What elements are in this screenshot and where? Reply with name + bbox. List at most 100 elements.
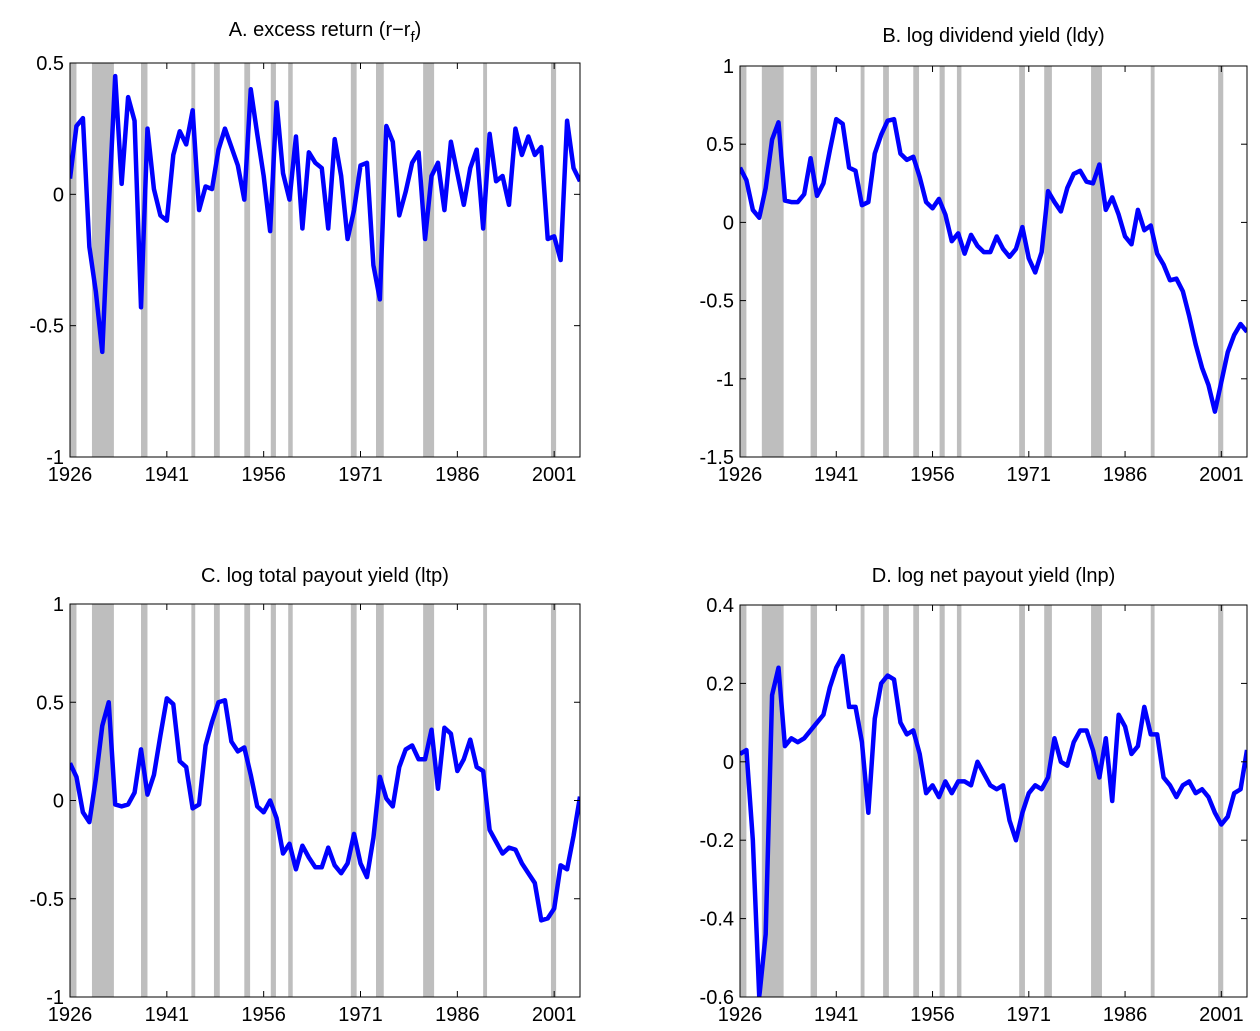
x-tick-label: 2001 [532, 1004, 577, 1026]
x-tick-label: 1971 [1007, 464, 1052, 486]
x-tick-label: 1941 [814, 1004, 859, 1026]
recession-shade [810, 605, 818, 997]
plot-area [70, 63, 580, 457]
y-tick-label: 0 [723, 212, 734, 234]
recession-shade [956, 66, 962, 457]
recession-shade [860, 605, 865, 997]
x-tick-label: 1971 [1007, 1004, 1052, 1026]
recession-shade [883, 66, 889, 457]
x-tick-label: 1986 [1103, 464, 1148, 486]
title-text: B. log dividend yield (ldy) [882, 25, 1104, 47]
data-line [70, 696, 580, 923]
y-tick-label: -0.4 [700, 909, 734, 931]
title-text: A. excess return (r−r [229, 19, 411, 41]
recession-shade [913, 66, 920, 457]
y-tick-label: 0.5 [36, 692, 64, 714]
recession-shade [956, 605, 962, 997]
recession-shade [376, 604, 384, 997]
panel: -1 -0.5 0 0.5 1 1926 1941 1956 1971 1986 2001 C. lo… [30, 565, 581, 1026]
recession-shade [1218, 605, 1224, 997]
recession-shade [213, 604, 220, 997]
chart-title: D. log net payout yield (lnp) [872, 565, 1115, 587]
axes-box [739, 604, 1248, 998]
recession-shade [350, 604, 357, 997]
chart-title: C. log total payout yield (ltp) [201, 565, 449, 587]
recession-shade [939, 66, 945, 457]
recession-shade [883, 605, 889, 997]
x-tick-label: 1926 [48, 1004, 93, 1026]
x-tick-label: 1986 [435, 464, 480, 486]
recession-shade [191, 63, 196, 457]
y-tick-label: 0 [723, 752, 734, 774]
recession-shade [1218, 66, 1224, 457]
axes-box [739, 65, 1248, 458]
y-tick-label: 1 [723, 56, 734, 78]
x-tick-label: 1956 [910, 1004, 955, 1026]
y-tick-label: 0.5 [706, 134, 734, 156]
recession-shade [1019, 66, 1025, 457]
recession-shade [1091, 605, 1102, 997]
recession-shade [288, 63, 293, 457]
recession-shade [91, 604, 114, 997]
recession-shade [1044, 605, 1052, 997]
x-tick-label: 1956 [241, 464, 286, 486]
y-tick-label: -0.6 [700, 987, 734, 1009]
x-tick-label: 1986 [1103, 1004, 1148, 1026]
y-tick-label: 0.5 [36, 53, 64, 75]
recession-shade [483, 63, 488, 457]
x-tick-label: 1941 [814, 464, 859, 486]
x-tick-label: 1926 [48, 464, 93, 486]
y-tick-label: -0.5 [700, 291, 734, 313]
recession-shade [860, 66, 865, 457]
title-text: C. log total payout yield (ltp) [201, 565, 449, 587]
recession-shade [288, 604, 293, 997]
y-tick-label: -1 [716, 369, 734, 391]
recession-shade [550, 604, 557, 997]
data-line [70, 73, 580, 355]
x-tick-label: 1926 [718, 1004, 763, 1026]
y-tick-label: -1 [46, 447, 64, 469]
y-tick-label: 1 [53, 594, 64, 616]
x-tick-label: 1986 [435, 1004, 480, 1026]
y-tick-label: 0.2 [706, 673, 734, 695]
title-text: D. log net payout yield (lnp) [872, 565, 1115, 587]
y-tick-label: -0.2 [700, 830, 734, 852]
recession-shade [350, 63, 357, 457]
recession-shade [1150, 605, 1155, 997]
recession-shade [1091, 66, 1102, 457]
recession-shade [244, 63, 251, 457]
y-tick-label: 0 [53, 184, 64, 206]
y-tick-label: -0.5 [30, 889, 64, 911]
recession-shade [1044, 66, 1052, 457]
plot-area [740, 66, 1247, 457]
y-tick-label: 0.4 [706, 595, 734, 617]
recession-shade [423, 63, 435, 457]
title-subscript: f [410, 29, 415, 46]
panel: -1 -0.5 0 0.5 1926 1941 1956 1971 1986 2001 A. exc… [30, 19, 581, 486]
data-line [740, 653, 1247, 997]
recession-shade [244, 604, 251, 997]
recession-shade [141, 604, 148, 997]
recession-shade [913, 605, 920, 997]
x-tick-label: 1971 [338, 464, 383, 486]
x-tick-label: 1941 [145, 1004, 190, 1026]
recession-shade [423, 604, 435, 997]
recession-shade [270, 63, 276, 457]
recession-shade [550, 63, 557, 457]
recession-shade [1150, 66, 1155, 457]
x-tick-label: 1926 [718, 464, 763, 486]
x-tick-label: 1941 [145, 464, 190, 486]
panel: -1.5 -1 -0.5 0 0.5 1 1926 1941 1956 1971 1986 2001 B… [700, 25, 1248, 486]
recession-shade [740, 66, 747, 457]
y-tick-label: -1 [46, 987, 64, 1009]
recession-shade [810, 66, 818, 457]
recession-shade [91, 63, 114, 457]
y-tick-label: -0.5 [30, 316, 64, 338]
chart-title: B. log dividend yield (ldy) [882, 25, 1104, 47]
title-suffix: ) [415, 19, 422, 41]
recession-shade [270, 604, 276, 997]
x-tick-label: 1956 [241, 1004, 286, 1026]
data-line [740, 116, 1247, 414]
recession-shade [939, 605, 945, 997]
